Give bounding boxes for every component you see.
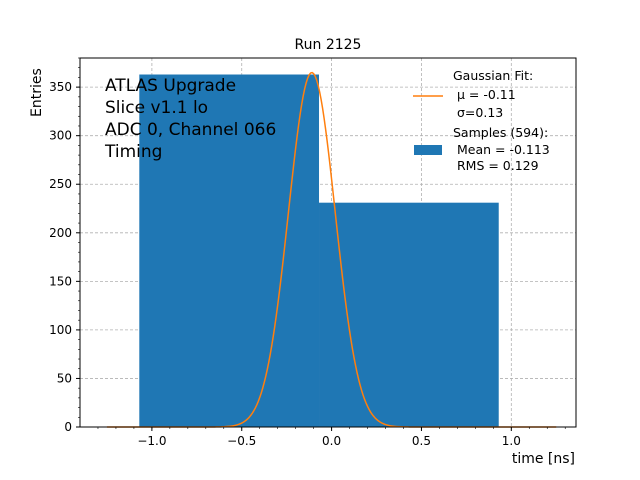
y-axis-label: Entries: [29, 68, 45, 117]
y-tick-label: 100: [49, 323, 72, 337]
legend: Gaussian Fit: μ = -0.11 σ=0.13 Samples (…: [413, 68, 550, 173]
legend-text: Samples (594):: [453, 125, 548, 140]
legend-text: Mean = -0.113: [453, 142, 550, 157]
axis-ticks: −1.0 −0.5 0.0 0.5 1.0 0 50 100 150 200 250 300 350: [49, 57, 566, 448]
y-tick-label: 300: [49, 129, 72, 143]
histogram-bar: [319, 202, 499, 427]
histogram-bar: [139, 74, 320, 427]
x-tick-label: 1.0: [502, 434, 521, 448]
annotation-line: ADC 0, Channel 066: [105, 120, 276, 140]
x-tick-label: 0.5: [412, 434, 431, 448]
x-tick-label: −0.5: [227, 434, 256, 448]
y-tick-label: 150: [49, 274, 72, 288]
chart-title: Run 2125: [295, 37, 362, 53]
y-tick-label: 0: [64, 420, 72, 434]
x-tick-label: 0.0: [322, 434, 341, 448]
annotation-block: ATLAS Upgrade Slice v1.1 lo ADC 0, Chann…: [104, 76, 276, 162]
legend-patch-swatch: [414, 145, 442, 155]
legend-text: RMS = 0.129: [453, 158, 539, 173]
y-tick-label: 200: [49, 226, 72, 240]
y-tick-label: 50: [57, 371, 72, 385]
histogram-bars: [139, 74, 499, 427]
y-tick-label: 350: [49, 80, 72, 94]
annotation-line: ATLAS Upgrade: [105, 76, 236, 96]
annotation-line: Timing: [104, 142, 162, 162]
annotation-line: Slice v1.1 lo: [105, 98, 208, 118]
legend-text: μ = -0.11: [457, 87, 516, 102]
y-tick-label: 250: [49, 177, 72, 191]
legend-text: σ=0.13: [457, 105, 503, 120]
x-tick-label: −1.0: [137, 434, 166, 448]
x-axis-label: time [ns]: [512, 451, 575, 467]
legend-text: Gaussian Fit:: [453, 68, 533, 83]
